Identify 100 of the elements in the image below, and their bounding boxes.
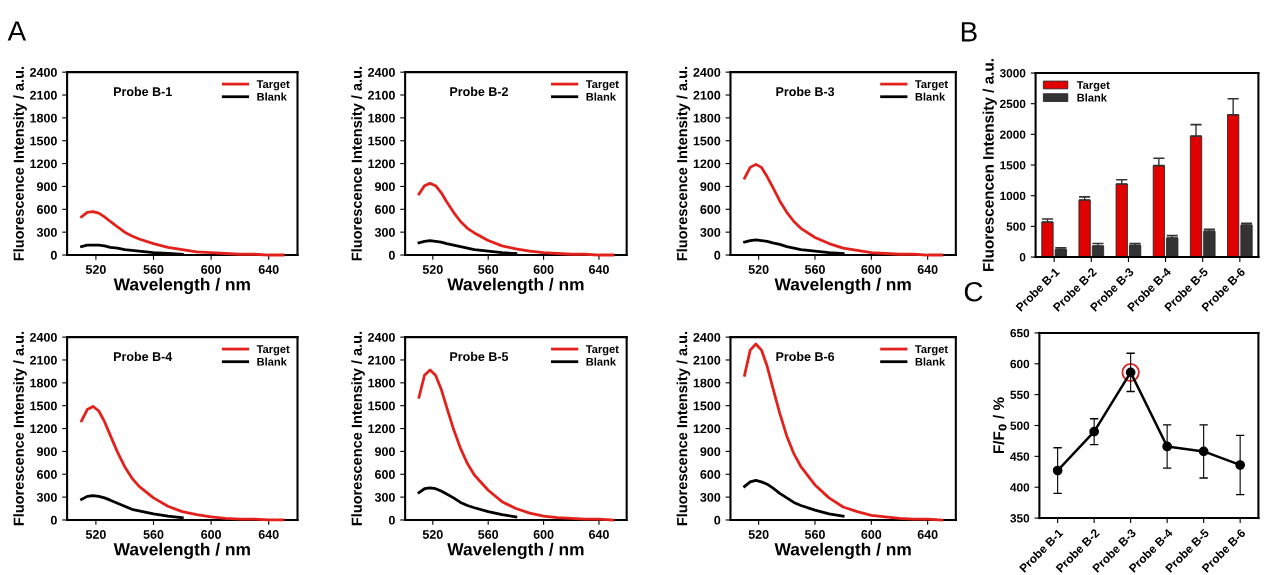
text: Probe B-2	[450, 86, 508, 97]
legend-label: Target	[915, 345, 948, 356]
x-tick-label: 640	[589, 530, 609, 539]
y-tick-label: 0	[388, 250, 395, 260]
y-tick-label: 400	[1010, 483, 1030, 492]
y-axis-title: Fluorescence Intensity / a.u.	[351, 66, 365, 261]
y-tick-label: 0	[50, 250, 57, 260]
y-tick-label: 300	[700, 492, 721, 502]
y-tick-label: 900	[700, 182, 721, 192]
y-tick-label: 2400	[368, 332, 395, 342]
y-tick-label: 1500	[693, 136, 721, 146]
x-tick-label: 560	[478, 530, 499, 539]
y-tick-label: 500	[1006, 222, 1026, 231]
y-tick-label: 2100	[368, 355, 395, 365]
y-tick-label: 2100	[30, 355, 57, 365]
text: B	[961, 22, 977, 42]
legend-label: Blank	[586, 92, 617, 101]
y-tick-label: 1200	[693, 159, 721, 169]
x-axis-title: Wavelength / nm	[113, 542, 250, 559]
x-axis-title: Wavelength / nm	[774, 542, 911, 559]
y-tick-label: 0	[714, 515, 721, 525]
y-tick-label: 2400	[693, 67, 721, 77]
y-tick-label: 2400	[693, 332, 721, 342]
y-tick-label: 300	[374, 227, 395, 237]
y-tick-label: 300	[374, 492, 395, 502]
y-tick-label: 1200	[368, 424, 395, 434]
y-axis-title: Fluorescence Intensity / a.u.	[13, 331, 27, 526]
y-tick-label: 2100	[30, 90, 57, 100]
y-tick-label: 2100	[693, 90, 721, 100]
legend-label: Blank	[257, 92, 287, 101]
y-tick-label: 600	[375, 470, 395, 479]
y-tick-label: 2400	[368, 67, 395, 77]
x-tick-label: 520	[85, 265, 106, 274]
y-tick-label: 1800	[30, 113, 57, 123]
y-tick-label: 1000	[1000, 191, 1026, 201]
y-tick-label: 1500	[368, 136, 395, 146]
y-axis-title: Fluorescence Intensity / a.u.	[351, 331, 365, 526]
y-tick-label: 1200	[30, 159, 57, 169]
y-tick-label: 0	[1019, 253, 1026, 262]
x-tick-label: 560	[804, 530, 825, 539]
x-tick-label: 560	[143, 530, 164, 539]
y-tick-label: 2100	[693, 355, 721, 365]
y-tick-label: 3000	[999, 69, 1026, 78]
legend-label: Blank	[915, 357, 946, 366]
x-axis-title: Wavelength / nm	[447, 542, 584, 559]
y-tick-label: 900	[374, 182, 395, 192]
x-tick-label: 600	[533, 265, 554, 274]
x-tick-label: 560	[478, 265, 499, 274]
x-tick-label: 640	[917, 265, 938, 274]
y-tick-label: 900	[374, 447, 395, 457]
text: Probe B-4	[114, 351, 173, 362]
x-tick-label: 600	[201, 265, 222, 274]
y-tick-label: 2400	[30, 67, 57, 77]
y-tick-label: 1800	[30, 378, 57, 388]
x-tick-label: 600	[533, 530, 554, 539]
y-tick-label: 1200	[30, 424, 57, 434]
y-axis-title: F/F$_{0}$ / %	[992, 397, 1007, 454]
y-tick-label: 0	[388, 515, 395, 525]
y-tick-label: 2500	[1000, 99, 1026, 109]
y-axis-title: Fluorescencen Intensity / a.u.	[982, 59, 997, 271]
x-tick-label: 600	[201, 530, 222, 539]
y-tick-label: 1800	[693, 113, 721, 123]
y-tick-label: 1500	[30, 401, 57, 411]
legend-label: Blank	[1077, 93, 1107, 102]
y-tick-label: 1500	[1000, 161, 1026, 170]
y-tick-label: 1500	[368, 401, 395, 411]
x-axis-title: Wavelength / nm	[113, 277, 250, 295]
legend-label: Target	[1076, 81, 1110, 92]
y-tick-label: 450	[1010, 452, 1030, 461]
x-axis-title: Wavelength / nm	[447, 277, 584, 295]
y-tick-label: 500	[1010, 421, 1030, 430]
y-axis-title: Fluorescence Intensity / a.u.	[676, 331, 691, 526]
y-tick-label: 1800	[368, 113, 395, 123]
y-tick-label: 0	[714, 250, 721, 260]
y-tick-label: 900	[700, 447, 721, 457]
y-tick-label: 600	[36, 470, 57, 479]
y-tick-label: 2400	[30, 332, 57, 342]
x-tick-label: 520	[422, 530, 443, 539]
x-tick-label: 560	[804, 265, 825, 274]
text: Probe B-5	[450, 351, 509, 362]
x-tick-label: 560	[143, 265, 164, 274]
legend-label: Target	[256, 80, 290, 91]
x-tick-label: 600	[861, 265, 882, 274]
y-tick-label: 600	[700, 205, 721, 214]
x-tick-label: 640	[917, 530, 938, 539]
legend-label: Target	[915, 80, 948, 91]
y-tick-label: 1500	[693, 401, 721, 411]
text: A	[7, 21, 27, 41]
y-tick-label: 550	[1010, 390, 1030, 400]
x-tick-label: 520	[422, 265, 443, 274]
text: Probe B-3	[776, 86, 835, 97]
x-tick-label: 640	[258, 265, 279, 274]
y-tick-label: 1500	[30, 136, 57, 146]
y-tick-label: 2100	[368, 90, 395, 100]
y-tick-label: 300	[36, 492, 57, 502]
legend-label: Blank	[257, 357, 287, 366]
text: C	[964, 281, 983, 302]
y-tick-label: 600	[36, 205, 57, 214]
y-tick-label: 1200	[693, 424, 721, 434]
y-tick-label: 2000	[1000, 130, 1026, 139]
